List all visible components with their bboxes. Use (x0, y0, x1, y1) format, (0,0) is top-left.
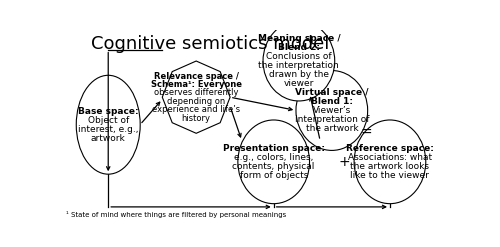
Ellipse shape (296, 71, 368, 150)
Text: artwork: artwork (91, 134, 126, 143)
Text: the artwork: the artwork (306, 124, 358, 133)
Text: Blend 1:: Blend 1: (311, 97, 353, 106)
Text: form of objects: form of objects (240, 171, 308, 180)
Text: Schema¹: Everyone: Schema¹: Everyone (150, 80, 242, 89)
Polygon shape (162, 61, 230, 133)
Ellipse shape (263, 21, 334, 101)
Text: drawn by the: drawn by the (269, 70, 329, 79)
Text: experience and life’s: experience and life’s (152, 105, 240, 114)
Text: Virtual space /: Virtual space / (295, 88, 368, 97)
Text: Base space:: Base space: (78, 107, 138, 116)
Text: interest, e.g.,: interest, e.g., (78, 125, 138, 134)
Text: Blend 2:: Blend 2: (278, 43, 320, 52)
Text: Meaning space /: Meaning space / (258, 34, 340, 43)
Text: interpretation of: interpretation of (294, 115, 369, 124)
Text: the artwork looks: the artwork looks (350, 162, 430, 171)
Text: Reference space:: Reference space: (346, 144, 434, 153)
Text: +: + (339, 155, 350, 169)
Text: contents, physical: contents, physical (232, 162, 315, 171)
Ellipse shape (76, 75, 140, 174)
Text: Cognitive semiotics model: Cognitive semiotics model (90, 35, 329, 53)
Text: Viewer’s: Viewer’s (312, 106, 351, 115)
Text: Conclusions of: Conclusions of (266, 52, 332, 61)
Text: Presentation space:: Presentation space: (222, 144, 324, 153)
Text: Object of: Object of (88, 116, 129, 125)
Text: the interpretation: the interpretation (258, 61, 339, 70)
Text: depending on: depending on (167, 97, 226, 106)
Text: =: = (361, 126, 372, 140)
Ellipse shape (354, 120, 426, 204)
Ellipse shape (238, 120, 310, 204)
Text: ¹ State of mind where things are filtered by personal meanings: ¹ State of mind where things are filtere… (66, 211, 286, 218)
Text: history: history (182, 114, 210, 123)
Text: e.g., colors, lines,: e.g., colors, lines, (234, 153, 314, 162)
Text: like to the viewer: like to the viewer (350, 171, 430, 180)
Text: Relevance space /: Relevance space / (154, 72, 238, 81)
Text: Associations: what: Associations: what (348, 153, 432, 162)
Text: viewer: viewer (284, 79, 314, 88)
Text: observes differently: observes differently (154, 88, 238, 98)
